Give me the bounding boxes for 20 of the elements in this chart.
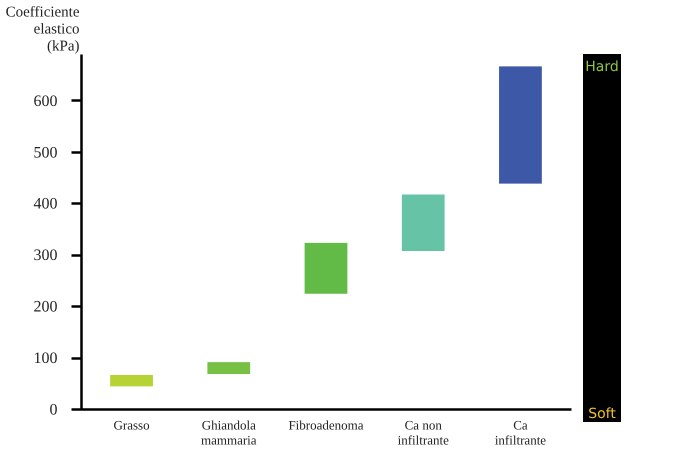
y-tick-label: 200: [34, 298, 58, 316]
x-tick-label: Ca infiltrante: [494, 418, 546, 448]
y-tick-label: 0: [50, 402, 58, 418]
x-tick-label: Grasso: [114, 418, 150, 432]
bar: [110, 375, 153, 386]
bar: [499, 66, 542, 184]
x-tick-label: Ca non infiltrante: [398, 418, 450, 448]
bar: [207, 362, 250, 374]
x-tick-label: Ghiandola mammaria: [200, 418, 257, 448]
y-tick-label: 400: [34, 196, 58, 213]
y-tick-label: 100: [34, 350, 58, 368]
y-axis-title: Coefficiente elastico (kPa): [6, 4, 80, 54]
y-tick-label: 600: [34, 92, 58, 110]
bar: [402, 194, 445, 252]
y-tick-label: 300: [34, 247, 58, 264]
y-tick-label: 500: [34, 144, 58, 162]
x-tick-label: Fibroadenoma: [288, 418, 364, 432]
bar: [304, 242, 348, 294]
text: Hard: [585, 59, 619, 75]
text: Soft: [588, 406, 616, 422]
